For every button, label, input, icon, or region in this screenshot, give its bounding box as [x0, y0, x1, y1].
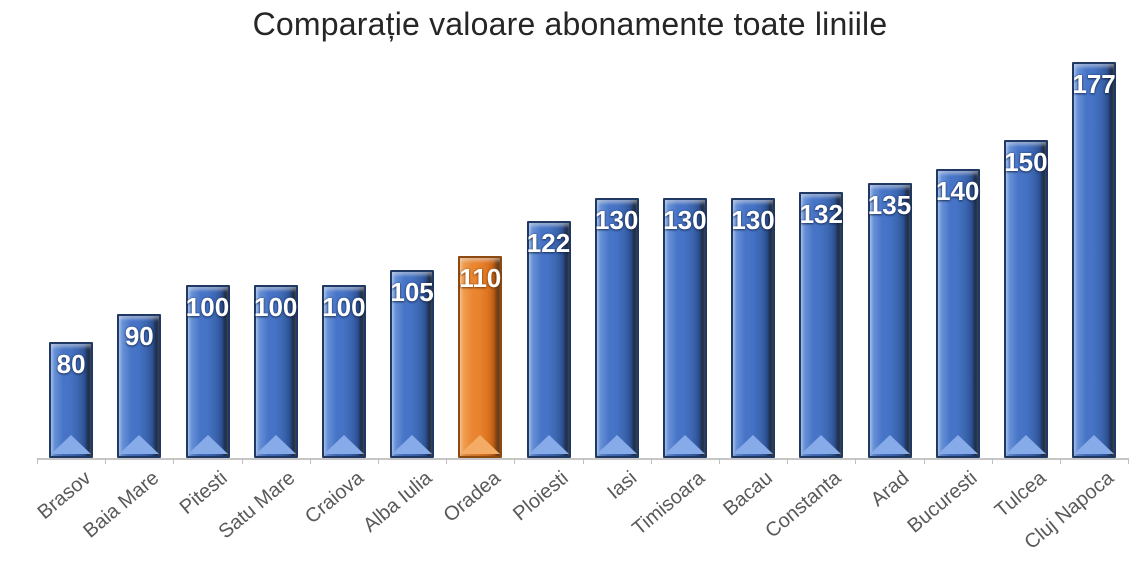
bar-bevel-triangle-icon: [255, 434, 296, 454]
x-axis-tick: [1128, 458, 1130, 464]
bar-craiova: 100: [321, 284, 366, 458]
x-axis-tick: [650, 458, 652, 464]
data-label: 100: [185, 291, 230, 322]
data-label: 90: [124, 320, 154, 351]
bar-bevel-triangle-icon: [392, 434, 433, 454]
bar-bevel-triangle-icon: [596, 434, 637, 454]
bar-satu-mare: 100: [253, 284, 298, 458]
bar-oradea: 110: [458, 255, 503, 458]
data-label: 80: [56, 349, 86, 380]
category-label: Oradea: [439, 467, 505, 527]
x-axis-tick: [787, 458, 789, 464]
bar-bevel-triangle-icon: [119, 434, 160, 454]
x-axis-tick: [991, 458, 993, 464]
category-label: Constanta: [761, 467, 846, 543]
x-axis-tick: [378, 458, 379, 464]
bar-bevel-triangle-icon: [869, 434, 910, 454]
bar-bevel-triangle-icon: [187, 434, 228, 454]
x-axis-tick: [173, 458, 175, 464]
category-label: Timisoara: [628, 467, 710, 540]
x-axis-tick: [446, 458, 448, 464]
data-label: 100: [322, 291, 366, 322]
x-axis-tick: [855, 458, 857, 464]
data-label: 122: [526, 228, 571, 259]
bar-bevel-triangle-icon: [528, 434, 569, 454]
bar-bevel-triangle-icon: [801, 434, 842, 454]
bar-alba-iulia: 105: [390, 270, 435, 458]
x-axis-tick: [923, 458, 925, 464]
x-axis-tick: [1060, 458, 1061, 464]
data-label: 130: [663, 204, 707, 235]
category-label: Arad: [867, 467, 914, 512]
data-label: 140: [935, 176, 980, 207]
category-label: Iasi: [602, 467, 641, 504]
data-label: 130: [594, 204, 639, 235]
data-label: 177: [1072, 69, 1116, 100]
data-label: 100: [253, 291, 298, 322]
category-label: Baia Mare: [79, 467, 164, 543]
bar-arad: 135: [867, 183, 912, 458]
bar-bevel-triangle-icon: [937, 434, 978, 454]
data-label: 135: [867, 190, 912, 221]
bar-bevel-triangle-icon: [1074, 434, 1115, 454]
bar-constanta: 132: [799, 192, 844, 458]
data-label: 130: [731, 204, 775, 235]
data-label: 105: [390, 277, 434, 308]
x-axis-tick: [105, 458, 107, 464]
x-axis-tick: [37, 458, 38, 464]
category-label: Bacau: [719, 467, 778, 521]
bar-bevel-triangle-icon: [51, 434, 92, 454]
bar-timisoara: 130: [662, 197, 707, 458]
bar-iasi: 130: [594, 197, 639, 458]
bar-bevel-triangle-icon: [733, 434, 774, 454]
bar-tulcea: 150: [1003, 140, 1048, 458]
x-axis-tick: [582, 458, 584, 464]
category-label: Brasov: [33, 467, 96, 524]
data-label: 150: [1004, 147, 1048, 178]
bar-bevel-triangle-icon: [664, 434, 705, 454]
bar-baia-mare: 90: [117, 313, 162, 458]
bar-bevel-triangle-icon: [460, 434, 501, 454]
bar-bevel-triangle-icon: [1005, 434, 1046, 454]
category-label: Tulcea: [990, 467, 1051, 522]
bar-ploiesti: 122: [526, 221, 571, 458]
bar-brasov: 80: [49, 342, 94, 458]
data-label: 132: [799, 199, 843, 230]
category-label: Ploiesti: [509, 467, 573, 526]
x-axis-tick: [719, 458, 720, 464]
x-axis-tick: [241, 458, 243, 464]
category-label: Bucuresti: [903, 467, 982, 538]
bar-bacau: 130: [731, 197, 776, 458]
bar-pitesti: 100: [185, 284, 230, 458]
chart-title: Comparație valoare abonamente toate lini…: [252, 6, 888, 42]
data-label: 110: [459, 262, 502, 293]
category-label: Pitesti: [175, 467, 232, 519]
bar-bevel-triangle-icon: [323, 434, 364, 454]
bar-cluj-napoca: 177: [1072, 62, 1117, 458]
x-axis-tick: [309, 458, 311, 464]
bar-bucuresti: 140: [935, 169, 980, 458]
x-axis-tick: [514, 458, 516, 464]
category-label: Alba Iulia: [359, 467, 437, 537]
